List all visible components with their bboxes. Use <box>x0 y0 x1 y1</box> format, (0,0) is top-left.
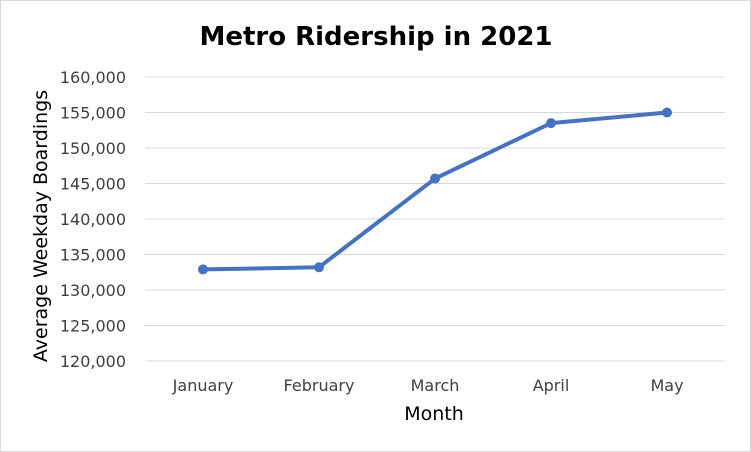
y-tick-label: 120,000 <box>60 352 126 371</box>
y-tick-label: 160,000 <box>60 68 126 87</box>
x-tick-label: January <box>172 376 234 395</box>
x-axis-label: Month <box>404 403 464 425</box>
y-axis-label: Average Weekday Boardings <box>30 90 52 362</box>
data-point <box>314 262 324 273</box>
chart-title: Metro Ridership in 2021 <box>199 22 552 52</box>
y-tick-label: 140,000 <box>60 210 126 229</box>
y-tick-label: 125,000 <box>60 317 126 336</box>
y-tick-label: 155,000 <box>60 104 126 123</box>
x-tick-label: May <box>650 376 683 395</box>
series-layer <box>198 107 672 275</box>
data-point <box>662 107 672 118</box>
y-tick-label: 150,000 <box>60 139 126 158</box>
x-tick-label: February <box>284 376 355 395</box>
y-tick-label: 145,000 <box>60 175 126 194</box>
gridlines <box>145 76 725 362</box>
data-point <box>546 118 556 129</box>
y-tick-label: 135,000 <box>60 246 126 265</box>
y-axis-ticks: 120,000 125,000 130,000 135,000 140,000 145,0… <box>60 68 126 371</box>
data-point <box>198 264 208 275</box>
series-line <box>201 110 669 272</box>
x-tick-label: March <box>411 376 460 395</box>
data-point <box>430 173 440 184</box>
y-tick-label: 130,000 <box>60 281 126 300</box>
x-tick-label: April <box>533 376 570 395</box>
x-axis-ticks: January February March April May <box>172 376 684 395</box>
